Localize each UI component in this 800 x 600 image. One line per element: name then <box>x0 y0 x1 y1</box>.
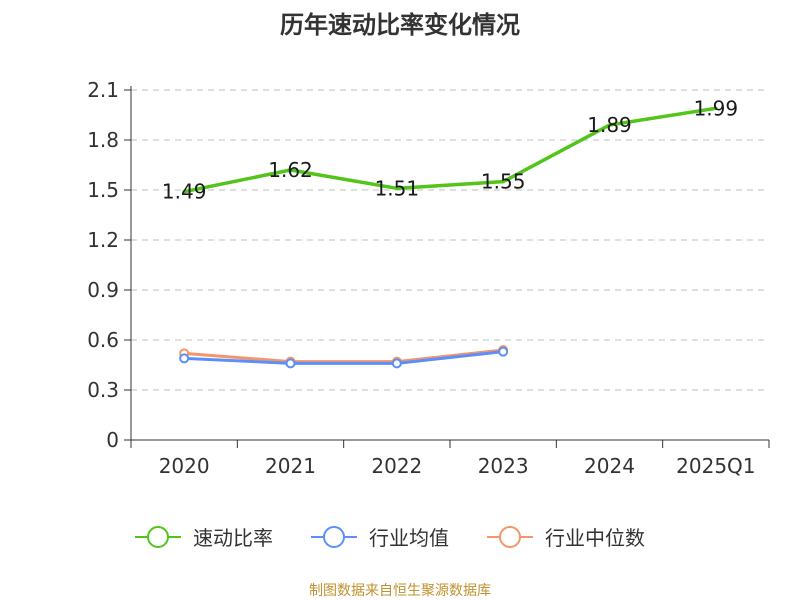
data-label: 1.89 <box>587 113 632 137</box>
data-point <box>498 346 509 357</box>
legend-marker <box>147 526 169 548</box>
y-tick-label: 0 <box>106 428 119 452</box>
y-tick-label: 1.5 <box>87 178 119 202</box>
legend-item[interactable]: 行业均值 <box>311 526 449 550</box>
data-label: 1.51 <box>375 176 420 200</box>
source-note: 制图数据来自恒生聚源数据库 <box>309 583 491 599</box>
x-tick-label: 2021 <box>265 454 316 478</box>
data-label: 1.99 <box>694 96 739 120</box>
legend-marker <box>499 526 521 548</box>
series-line <box>182 106 718 194</box>
x-tick-label: 2020 <box>159 454 210 478</box>
legend-label: 行业均值 <box>369 526 449 550</box>
chart-title: 历年速动比率变化情况 <box>280 11 520 39</box>
x-tick-label: 2023 <box>478 454 529 478</box>
data-labels: 1.49 1.62 1.51 1.55 1.89 1.99 <box>162 96 738 203</box>
series <box>179 106 718 369</box>
y-tick-label: 1.8 <box>87 128 119 152</box>
data-label: 1.62 <box>268 158 313 182</box>
axes: 0 0.3 0.6 0.9 1.2 1.5 1.8 2.1 2020 2021 2022 2023 20… <box>87 78 770 478</box>
legend-item[interactable]: 速动比率 <box>135 526 273 550</box>
series-1 <box>179 346 509 369</box>
series-0 <box>182 106 718 194</box>
legend-item[interactable]: 行业中位数 <box>487 526 645 550</box>
grid <box>131 89 769 391</box>
series-line <box>182 348 505 364</box>
series-line <box>182 350 505 365</box>
data-point <box>285 358 296 369</box>
legend-label: 速动比率 <box>193 526 273 550</box>
y-tick-label: 2.1 <box>87 78 119 102</box>
data-label: 1.49 <box>162 180 207 204</box>
x-tick-label: 2024 <box>584 454 635 478</box>
x-tick-label: 2022 <box>371 454 422 478</box>
legend-marker <box>323 526 345 548</box>
legend-label: 行业中位数 <box>545 526 645 550</box>
legend[interactable]: 速动比率 行业均值 行业中位数 <box>135 526 645 550</box>
y-tick-label: 0.3 <box>87 378 119 402</box>
y-tick-label: 0.6 <box>87 328 119 352</box>
y-tick-label: 0.9 <box>87 278 119 302</box>
data-point <box>179 353 190 364</box>
x-tick-label: 2025Q1 <box>676 454 755 478</box>
data-label: 1.55 <box>481 170 526 194</box>
data-point <box>391 358 402 369</box>
y-tick-label: 1.2 <box>87 228 119 252</box>
